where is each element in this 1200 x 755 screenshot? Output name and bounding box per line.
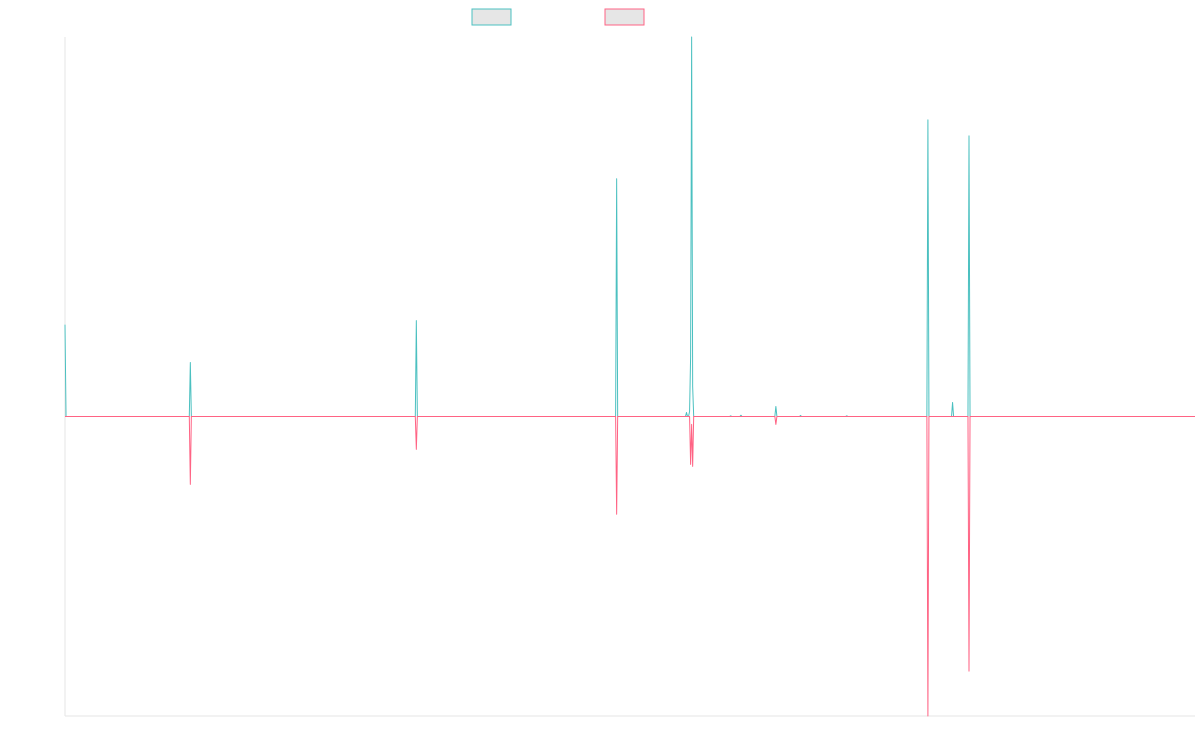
plot-area: [64, 36, 1195, 717]
legend: [471, 8, 645, 26]
axes: [64, 37, 1195, 717]
series-line-1: [64, 36, 1195, 417]
series-line-2: [65, 415, 1195, 717]
legend-swatch-2[interactable]: [604, 8, 645, 26]
legend-swatch-1[interactable]: [471, 8, 512, 26]
